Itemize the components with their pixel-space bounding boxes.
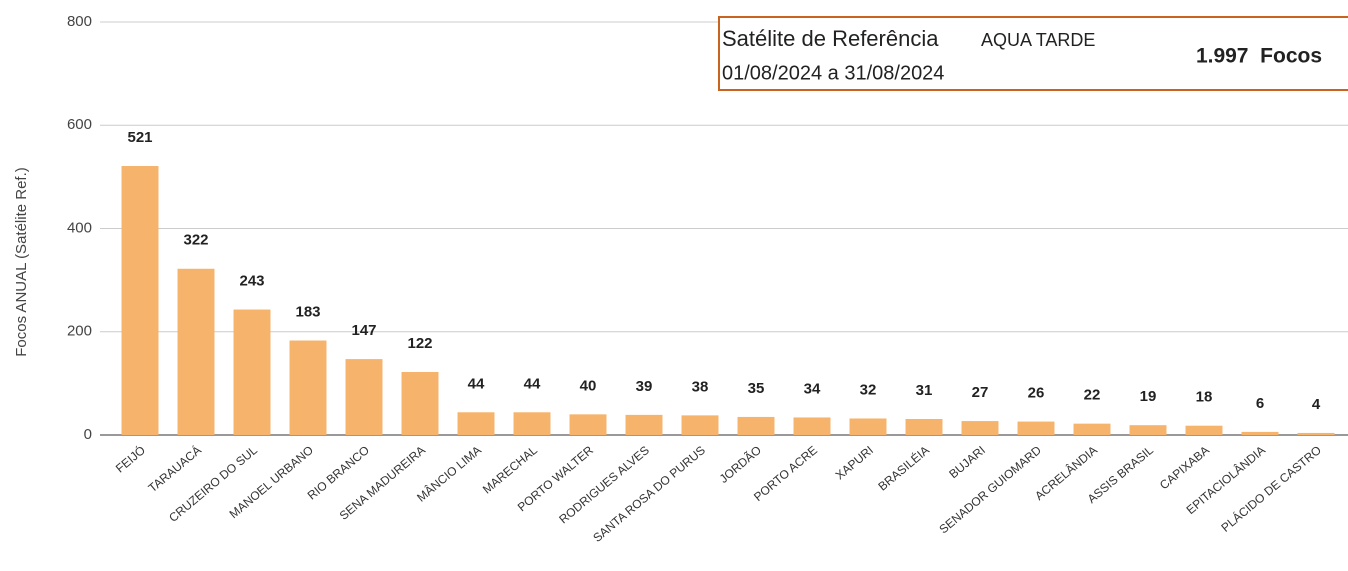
data-label: 18 <box>1196 389 1213 406</box>
bar <box>681 415 719 435</box>
y-axis-label: Focos ANUAL (Satélite Ref.) <box>13 167 30 357</box>
bar <box>401 372 439 435</box>
data-label: 243 <box>239 273 264 290</box>
x-tick-label: SENADOR GUIOMARD <box>936 443 1044 537</box>
bar <box>961 421 999 435</box>
bar <box>569 414 607 435</box>
bar <box>345 359 383 435</box>
x-tick-label: XAPURI <box>833 443 876 482</box>
data-label: 27 <box>972 384 989 401</box>
data-label: 44 <box>468 375 485 392</box>
bar <box>737 416 775 435</box>
x-tick-label: SANTA ROSA DO PURUS <box>590 443 708 545</box>
data-label: 35 <box>748 380 765 397</box>
x-tick-label: FEIJÓ <box>112 442 148 475</box>
data-label: 39 <box>636 378 653 395</box>
annotation-text: Satélite de Referência <box>722 26 939 51</box>
data-label: 521 <box>127 129 152 146</box>
x-tick-label: TARAUACÁ <box>145 442 204 495</box>
bar <box>177 268 215 435</box>
x-tick-label: CAPIXABA <box>1157 443 1212 492</box>
y-tick-label: 800 <box>67 13 92 30</box>
data-label: 322 <box>183 232 208 249</box>
x-tick-label: BUJARI <box>946 443 988 481</box>
y-tick-label: 400 <box>67 219 92 236</box>
annotation-satellite: AQUA TARDE <box>981 30 1095 50</box>
x-tick-label: BRASILÉIA <box>875 442 932 493</box>
data-label: 38 <box>692 378 709 395</box>
bar <box>905 418 943 435</box>
y-tick-label: 200 <box>67 323 92 340</box>
data-label: 32 <box>860 381 877 398</box>
annotation-total: 1.997 Focos <box>1196 45 1322 68</box>
data-label: 22 <box>1084 387 1101 404</box>
bar <box>793 417 831 435</box>
bar <box>625 414 663 435</box>
data-label: 19 <box>1140 388 1157 405</box>
y-tick-label: 600 <box>67 116 92 133</box>
data-label: 26 <box>1028 385 1045 402</box>
data-label: 6 <box>1256 395 1264 412</box>
y-tick-label: 0 <box>84 426 92 443</box>
bar <box>457 412 495 435</box>
bar <box>1017 421 1055 435</box>
bar <box>513 412 551 435</box>
data-label: 40 <box>580 377 597 394</box>
bar <box>1297 432 1335 435</box>
x-tick-label: JORDÃO <box>717 443 764 486</box>
data-label: 44 <box>524 375 541 392</box>
annotation-frame <box>718 16 1348 91</box>
bar <box>1185 425 1223 435</box>
bar <box>121 166 159 435</box>
annotation-box: Satélite de Referência AQUA TARDE 01/08/… <box>718 16 1348 91</box>
data-label: 31 <box>916 382 933 399</box>
x-tick-label: MARECHAL <box>480 443 540 497</box>
bar <box>1241 431 1279 435</box>
annotation-period: 01/08/2024 a 31/08/2024 <box>722 62 944 84</box>
bar <box>1073 423 1111 435</box>
bar <box>849 418 887 435</box>
x-tick-label: PLÁCIDO DE CASTRO <box>1218 442 1324 535</box>
data-label: 4 <box>1312 396 1321 413</box>
bar <box>1129 425 1167 435</box>
data-label: 147 <box>351 322 376 339</box>
bar <box>233 309 271 435</box>
bar <box>289 340 327 435</box>
data-label: 183 <box>295 303 320 320</box>
data-label: 34 <box>804 380 821 397</box>
data-label: 122 <box>407 335 432 352</box>
